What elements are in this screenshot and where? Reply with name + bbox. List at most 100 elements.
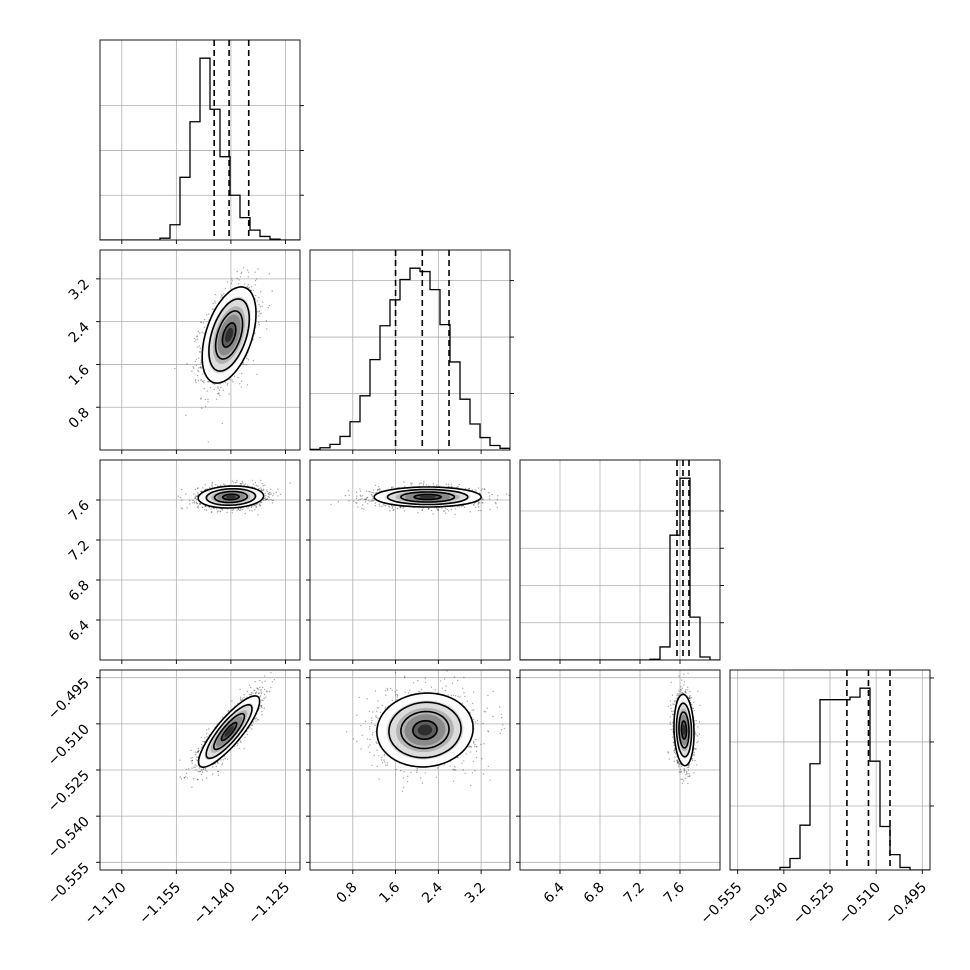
sample-point [255,484,257,487]
sample-point [198,351,201,353]
sample-point [240,699,242,701]
contour-line [197,485,265,509]
sample-point [264,484,266,486]
sample-point [444,507,447,510]
sample-point [471,489,474,491]
sample-point [475,489,477,491]
sample-point [379,505,381,507]
sample-point [181,508,184,510]
sample-point [361,507,363,510]
sample-point [417,512,419,514]
sample-point [217,762,219,764]
sample-point [263,499,265,501]
sample-point [248,271,250,273]
sample-point [289,482,291,484]
sample-point [378,503,380,505]
sample-point [263,697,265,699]
sample-point [203,322,205,324]
sample-point [193,501,195,503]
sample-point [356,502,358,504]
sample-point [191,786,193,788]
sample-point [202,506,204,509]
sample-point [242,362,245,364]
sample-point [353,500,355,502]
sample-point [214,302,216,304]
sample-point [198,750,200,752]
sample-point [390,504,393,507]
sample-point [226,384,228,386]
sample-point [208,313,210,315]
sample-point [255,506,258,508]
sample-point [206,732,208,735]
sample-point [457,486,459,488]
sample-point [361,495,364,497]
sample-point [266,328,268,330]
sample-point [196,335,199,337]
sample-point [268,499,270,501]
sample-point [206,390,208,392]
sample-point [377,488,379,491]
sample-point [263,488,265,490]
sample-point [196,338,199,340]
sample-point [203,381,205,384]
sample-point [243,694,245,696]
sample-point [364,498,367,501]
sample-point [254,280,257,282]
sample-point [231,509,233,511]
sample-point [217,387,219,389]
sample-point [219,510,222,512]
sample-point [364,501,367,503]
sample-point [260,692,263,695]
sample-point [231,278,233,280]
sample-point [255,278,258,280]
sample-point [514,495,515,496]
sample-point [435,484,438,486]
sample-point [211,486,213,488]
sample-point [192,777,195,780]
sample-point [240,386,243,388]
sample-point [174,367,176,370]
sample-point [362,504,364,506]
sample-point [221,295,223,297]
sample-point [445,483,447,486]
sample-point [216,511,219,513]
sample-point [197,367,200,369]
sample-point [480,489,482,491]
sample-point [442,510,445,512]
sample-point [264,492,266,494]
sample-point [212,383,214,385]
sample-point [360,495,362,497]
sample-point [217,393,219,395]
sample-point [246,384,249,386]
sample-point [219,484,222,487]
sample-point [495,503,497,505]
sample-point [251,479,254,481]
sample-point [214,293,216,296]
sample-point [188,499,191,502]
sample-point [213,388,215,391]
sample-point [220,386,222,389]
sample-point [246,285,248,288]
sample-point [366,497,368,499]
sample-point [254,271,256,273]
scatter-panel-3-0 [100,670,300,870]
sample-point [221,509,223,511]
sample-point [215,765,217,768]
sample-point [264,499,267,501]
histogram-panel-3 [730,670,930,870]
sample-point [197,487,199,490]
sample-point [218,389,221,391]
sample-point [381,505,383,508]
sample-point [243,484,245,486]
sample-point [200,367,202,369]
sample-point [464,487,467,490]
sample-point [265,320,268,322]
sample-point [250,289,252,291]
sample-point [200,367,203,369]
sample-point [254,504,256,506]
sample-point [348,494,350,496]
sample-point [258,321,260,324]
sample-point [204,405,207,408]
sample-point [269,494,271,496]
sample-point [200,365,202,368]
